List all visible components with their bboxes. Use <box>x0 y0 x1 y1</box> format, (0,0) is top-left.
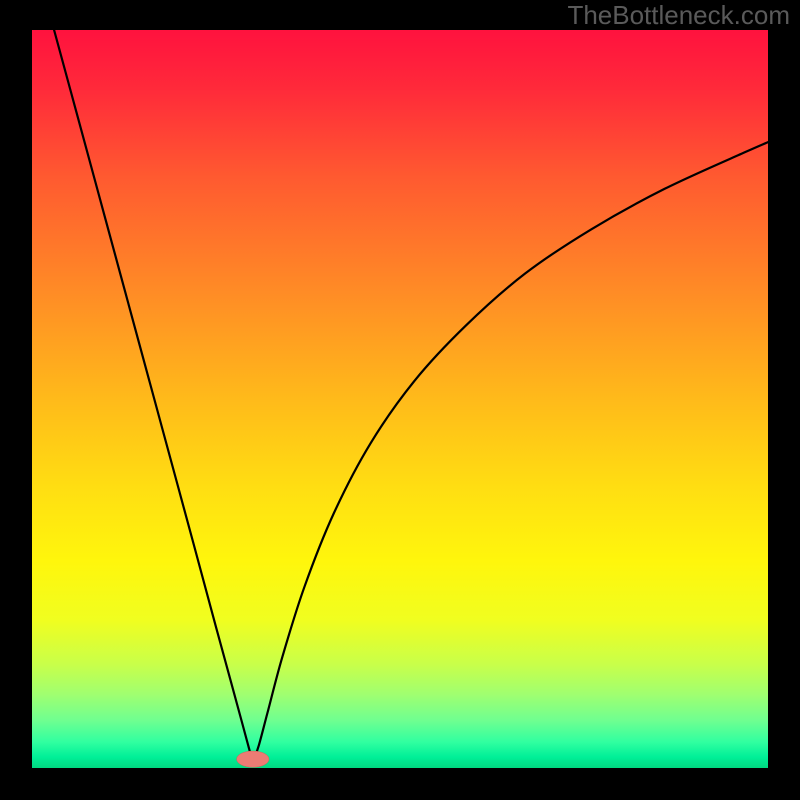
bottleneck-v-curve-chart <box>0 0 800 800</box>
bottleneck-chart-card: TheBottleneck.com <box>0 0 800 800</box>
optimal-point-marker <box>237 751 269 767</box>
source-watermark: TheBottleneck.com <box>567 0 790 31</box>
